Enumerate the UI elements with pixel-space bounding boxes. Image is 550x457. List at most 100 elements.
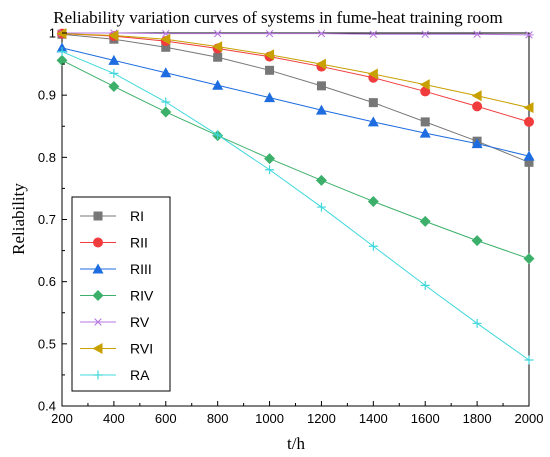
legend-item-riii: RIII [80,261,152,277]
data-point [161,42,171,52]
data-point [108,54,120,65]
data-point [471,90,482,102]
data-point [524,31,534,39]
y-axis-label: Reliability [9,183,28,255]
data-point [265,65,275,75]
data-point [315,174,327,186]
data-point [213,29,223,38]
data-point [420,117,430,127]
data-point [265,29,275,38]
data-point [367,68,378,80]
series-line [62,32,530,36]
x-tick-label: 800 [207,411,229,426]
series-line [61,59,530,260]
data-point [316,81,326,91]
legend-marker [92,290,104,301]
data-point [315,104,327,115]
x-tick-label: 1600 [411,411,440,426]
x-tick-label: 1800 [463,411,492,426]
data-point [316,29,326,38]
ticks-layer: 200 400 600 800 1000 1200 1400 1600 1800 2000 0.4 0… [38,26,544,427]
data-point [160,67,172,78]
series-line [61,33,530,163]
data-point [524,355,534,365]
series-riii [56,42,535,161]
data-point [212,41,223,53]
series-ri [57,29,534,167]
x-tick-label: 1000 [255,411,284,426]
data-point [160,33,171,45]
y-tick-label: 0.6 [38,274,56,289]
legend-item-ri: RI [80,208,144,224]
data-point [471,138,483,149]
data-point [523,253,535,265]
data-point [213,130,223,140]
data-point [161,97,171,107]
data-point [316,202,326,212]
legend-label: RII [130,235,148,251]
data-point [315,58,326,70]
legend-marker [93,211,103,221]
x-tick-label: 2000 [515,411,544,426]
data-point [108,80,120,92]
data-point [420,30,430,39]
data-point [523,150,535,161]
legend-label: RIV [130,288,154,304]
legend-label: RVI [130,341,153,357]
y-tick-label: 0.4 [38,399,56,414]
legend-marker [92,263,104,274]
data-point [367,116,379,127]
data-point [419,79,430,91]
data-point [524,116,534,127]
legend-marker [93,237,103,248]
data-point [368,241,378,251]
data-point [264,153,276,165]
series-line [61,33,530,123]
legend-item-rii: RII [80,235,148,251]
data-point [108,29,119,41]
data-point [264,49,275,61]
data-point [56,54,68,66]
data-point [523,102,534,114]
data-point [109,68,119,78]
data-point [368,30,378,39]
legend-marker [92,343,103,354]
legend-label: RV [130,314,150,330]
legend-item-rvi: RVI [80,341,153,357]
legend-marker [93,370,103,380]
legend-item-rv: RV [80,314,150,330]
chart-title: Reliability variation curves of systems … [53,8,502,27]
x-tick-label: 200 [51,411,73,426]
data-point [367,195,379,207]
data-point [524,157,534,167]
y-tick-label: 0.9 [38,88,56,103]
data-point [213,52,223,62]
x-tick-label: 400 [103,411,125,426]
y-tick-label: 0.7 [38,212,56,227]
data-point [160,106,172,118]
data-point [57,47,67,57]
legend-label: RA [130,367,150,383]
data-point [471,235,483,247]
data-point [368,98,378,108]
data-point [472,30,482,39]
legend-item-ra: RA [80,367,150,383]
series-line [61,51,530,361]
data-point [472,101,483,112]
x-tick-label: 600 [155,411,177,426]
legend-label: RI [130,208,144,224]
data-point [265,165,275,175]
data-point [420,280,430,290]
legend-marker [93,318,103,326]
data-point [419,215,431,227]
legend: RI RII RIII RIV RV RVI RA [71,196,171,392]
data-point [56,28,67,40]
y-tick-label: 0.8 [38,150,56,165]
series-layer [56,28,535,365]
data-point [472,318,482,328]
y-tick-label: 0.5 [38,336,56,351]
legend-label: RIII [130,261,152,277]
y-tick-label: 1 [49,26,56,41]
series-rvi [56,28,534,114]
